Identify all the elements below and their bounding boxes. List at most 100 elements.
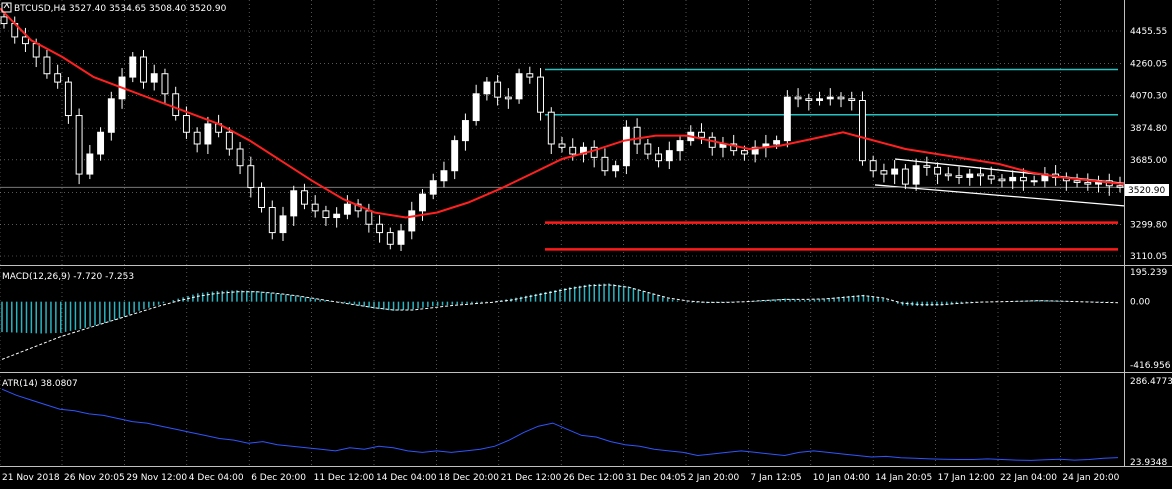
candle-body bbox=[429, 180, 437, 195]
candle-body bbox=[698, 131, 705, 138]
candle-body bbox=[966, 173, 974, 178]
y-tick-label: 3110.05 bbox=[1130, 252, 1167, 262]
candle-body bbox=[408, 210, 416, 232]
x-tick-label: 17 Jan 12:00 bbox=[938, 473, 995, 483]
candle-body bbox=[204, 123, 212, 145]
candle-body bbox=[1019, 176, 1027, 182]
candle-body bbox=[665, 150, 673, 162]
x-tick-label: 24 Jan 20:00 bbox=[1062, 473, 1119, 483]
price-panel-icon bbox=[1, 2, 12, 13]
candle-body bbox=[676, 140, 684, 152]
atr-panel[interactable] bbox=[1, 388, 1119, 461]
y-tick-label: 4070.30 bbox=[1130, 91, 1167, 101]
candle-body bbox=[526, 73, 534, 78]
x-tick-label: 11 Dec 12:00 bbox=[314, 473, 375, 483]
candle-body bbox=[54, 73, 62, 83]
channel-lower-line bbox=[874, 184, 1125, 207]
candle-body bbox=[172, 93, 180, 117]
candle-body bbox=[43, 56, 51, 75]
candle-body bbox=[622, 126, 630, 167]
atr-tick-label: 286.4773 bbox=[1130, 377, 1172, 387]
x-tick-label: 2 Jan 20:00 bbox=[688, 473, 740, 483]
candle-body bbox=[483, 81, 491, 95]
candle-body bbox=[773, 140, 781, 145]
moving-average-line bbox=[0, 7, 1125, 219]
x-tick-label: 6 Dec 20:00 bbox=[251, 473, 306, 483]
candle-body bbox=[601, 156, 609, 172]
candle-body bbox=[451, 140, 459, 172]
x-tick-label: 21 Dec 12:00 bbox=[501, 473, 562, 483]
candle-body bbox=[612, 165, 620, 172]
price-panel[interactable] bbox=[0, 7, 1125, 251]
macd-panel-header: MACD(12,26,9) -7.720 -7.253 bbox=[2, 272, 134, 282]
macd-tick-label: 195.239 bbox=[1130, 268, 1167, 278]
y-tick-label: 4260.05 bbox=[1130, 60, 1167, 70]
candle-body bbox=[590, 146, 598, 158]
candle-body bbox=[258, 186, 265, 209]
candle-body bbox=[751, 146, 759, 155]
candle-body bbox=[504, 96, 512, 100]
candle-body bbox=[365, 210, 373, 225]
candle-body bbox=[730, 143, 738, 152]
current-price-tag: 3520.90 bbox=[1125, 184, 1169, 196]
candle-body bbox=[859, 99, 866, 162]
current-price-label: 3520.90 bbox=[1128, 186, 1165, 196]
atr-tick-label: 23.9348 bbox=[1130, 458, 1167, 468]
candle-body bbox=[22, 36, 29, 45]
x-tick-label: 26 Nov 20:05 bbox=[64, 473, 125, 483]
price-panel-header: BTCUSD,H4 3527.40 3534.65 3508.40 3520.9… bbox=[14, 4, 227, 14]
candle-body bbox=[794, 96, 802, 100]
candle-body bbox=[97, 131, 105, 155]
x-tick-label: 14 Jan 20:05 bbox=[875, 473, 932, 483]
candle-body bbox=[193, 131, 201, 145]
macd-panel[interactable] bbox=[1, 283, 1119, 360]
candle-body bbox=[816, 98, 823, 101]
candle-body bbox=[1030, 180, 1038, 183]
grid-lines bbox=[0, 0, 1124, 466]
candle-body bbox=[558, 143, 566, 148]
macd-tick-label: -416.956 bbox=[1130, 361, 1171, 371]
candle-body bbox=[537, 76, 544, 113]
candle-body bbox=[472, 93, 480, 122]
candle-body bbox=[934, 166, 942, 175]
candle-body bbox=[955, 175, 963, 178]
x-tick-label: 29 Nov 12:00 bbox=[126, 473, 187, 483]
x-tick-label: 22 Jan 04:00 bbox=[1000, 473, 1057, 483]
candle-body bbox=[225, 131, 233, 150]
candle-body bbox=[376, 223, 384, 234]
y-tick-label: 3685.00 bbox=[1130, 156, 1167, 166]
x-tick-label: 7 Jan 12:05 bbox=[750, 473, 801, 483]
candle-body bbox=[182, 115, 190, 133]
candle-body bbox=[386, 232, 394, 245]
candle-body bbox=[1116, 185, 1124, 188]
candle-body bbox=[290, 190, 298, 217]
candle-body bbox=[75, 115, 83, 175]
x-tick-label: 31 Dec 04:05 bbox=[626, 473, 687, 483]
candle-body bbox=[161, 73, 169, 95]
candle-body bbox=[494, 81, 502, 98]
candle-body bbox=[440, 170, 448, 182]
x-tick-label: 18 Dec 20:00 bbox=[438, 473, 499, 483]
candle-body bbox=[129, 56, 137, 78]
candle-body bbox=[977, 173, 984, 177]
candle-body bbox=[419, 193, 426, 212]
candle-body bbox=[268, 207, 276, 234]
candle-body bbox=[644, 143, 652, 155]
candle-body bbox=[901, 168, 909, 185]
candle-body bbox=[279, 215, 287, 234]
x-tick-label: 14 Dec 04:00 bbox=[376, 473, 437, 483]
candle-body bbox=[236, 148, 244, 167]
candle-body bbox=[1073, 180, 1081, 183]
y-tick-label: 3874.80 bbox=[1130, 124, 1167, 134]
x-tick-label: 21 Nov 2018 bbox=[2, 473, 60, 483]
candle-body bbox=[987, 175, 995, 180]
x-tick-label: 4 Dec 04:00 bbox=[189, 473, 244, 483]
candle-body bbox=[1084, 181, 1092, 185]
candle-body bbox=[301, 190, 308, 205]
candle-body bbox=[397, 230, 405, 245]
candle-body bbox=[837, 96, 845, 100]
candle-body bbox=[923, 165, 931, 168]
candle-body bbox=[86, 153, 94, 175]
candle-body bbox=[150, 73, 158, 83]
